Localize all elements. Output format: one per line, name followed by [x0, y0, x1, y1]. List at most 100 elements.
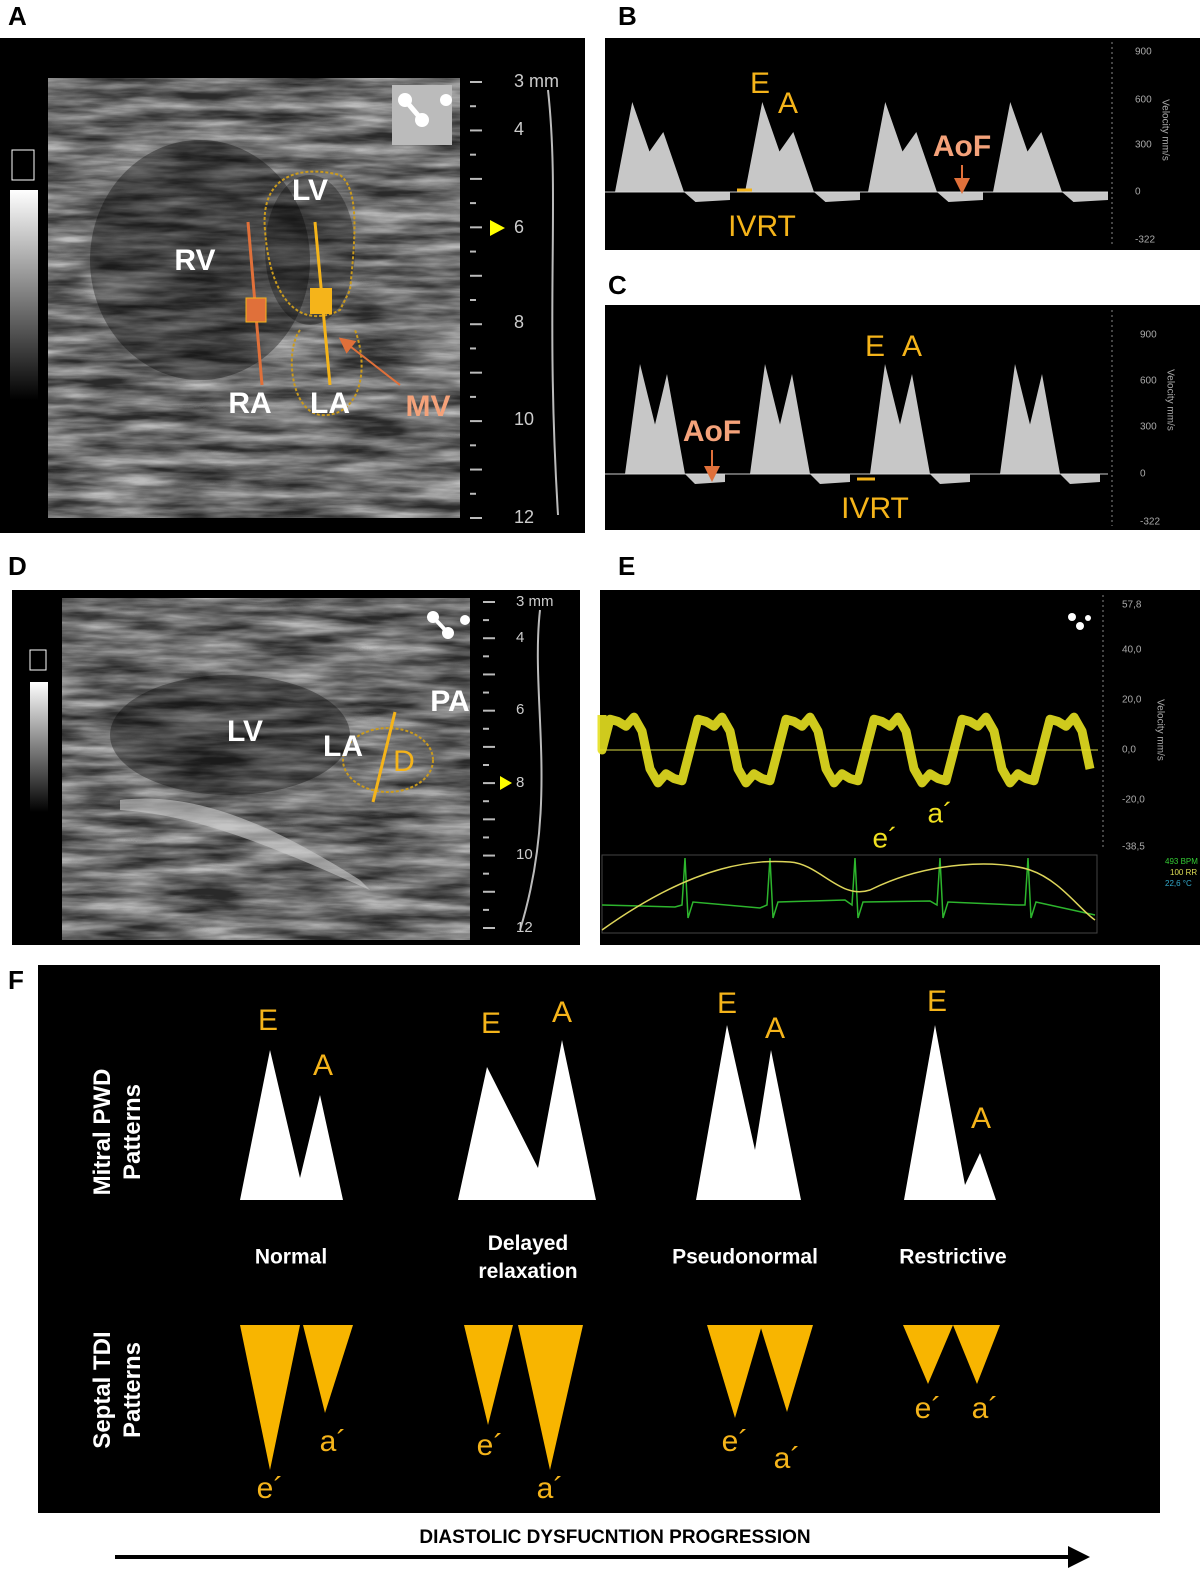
peak-label: E: [927, 985, 947, 1018]
shape: [1076, 622, 1084, 630]
peak-label: a´: [537, 1472, 564, 1505]
septal-patterns: [240, 1325, 1000, 1470]
depth-scale: [483, 601, 495, 929]
label: LA: [310, 387, 350, 420]
axis-tick-label: 20,0: [1122, 695, 1142, 706]
shape: [460, 615, 470, 625]
peak-label: e´: [257, 1472, 284, 1505]
shape: [431, 615, 450, 635]
label: AoF: [933, 130, 991, 163]
label: A: [778, 87, 798, 120]
depth-label: 8: [516, 774, 524, 791]
focus-marker: [500, 776, 512, 790]
shape: [240, 1050, 343, 1200]
wall-echo: [120, 798, 370, 890]
panel-label: E: [618, 551, 635, 581]
shape: [303, 1325, 353, 1413]
sample-gate: [245, 297, 267, 323]
depth-label: 6: [516, 701, 524, 718]
doppler-trace: [615, 102, 1108, 202]
axis-title: Velocity mm/s: [1164, 369, 1175, 431]
probe-icon: [427, 611, 470, 639]
label: D: [393, 745, 415, 778]
label: a´: [928, 797, 953, 828]
depth-label: 10: [514, 409, 534, 429]
shape: [953, 1325, 1000, 1384]
label: e´: [873, 822, 898, 853]
shape: [458, 1040, 596, 1200]
column-label: Restrictive: [899, 1246, 1006, 1269]
shape: [903, 1325, 953, 1384]
shape: [240, 1325, 300, 1470]
peak-label: A: [971, 1102, 991, 1135]
row-label: Septal TDI Patterns: [89, 1331, 146, 1449]
peak-label: a´: [972, 1392, 999, 1425]
tdi-trace: [597, 712, 1095, 788]
shape: [403, 98, 424, 122]
shape: [518, 1325, 583, 1470]
depth-label: 3 mm: [516, 593, 554, 610]
panel-label: A: [8, 1, 27, 31]
probe-icon: [398, 93, 452, 127]
ecg-box: [601, 854, 1098, 934]
depth-label: 4: [514, 119, 524, 139]
axis-tick-label: 300: [1135, 140, 1152, 151]
peak-label: E: [481, 1007, 501, 1040]
shape: [440, 94, 452, 106]
axis-tick-label: 57,8: [1122, 600, 1142, 611]
label: A: [902, 330, 922, 363]
axis-tick-label: 0: [1140, 469, 1146, 480]
axis-tick-label: -38,5: [1122, 842, 1145, 853]
axis-tick-label: 40,0: [1122, 645, 1142, 656]
column-label: Pseudonormal: [672, 1246, 818, 1269]
shape: [1068, 613, 1076, 621]
axis-tick-label: 0: [1135, 187, 1141, 198]
depth-label: 12: [514, 507, 534, 527]
shape: [1085, 615, 1091, 621]
ecg-info: 493 BPM: [1165, 857, 1198, 866]
doppler-trace: [625, 364, 1100, 484]
cavity-shade: [265, 175, 355, 325]
mitral-patterns: [240, 1025, 996, 1200]
label: LA: [323, 730, 363, 763]
peak-label: A: [765, 1012, 785, 1045]
ecg-info: 22,6 °C: [1165, 879, 1192, 888]
shape: [464, 1325, 513, 1425]
ultrasound-texture: [62, 598, 470, 940]
depth-scale: [470, 81, 482, 519]
shape: [707, 1325, 762, 1418]
panel-label: C: [608, 270, 627, 300]
peak-label: E: [717, 987, 737, 1020]
axis-tick-label: 600: [1135, 95, 1152, 106]
label: PA: [430, 685, 469, 718]
resp-trace: [601, 860, 1096, 931]
lv-outline: [263, 170, 356, 317]
row-label: Mitral PWD Patterns: [89, 1068, 146, 1196]
axis-tick-label: -322: [1140, 517, 1160, 528]
label: IVRT: [728, 210, 796, 243]
la-outline: [290, 329, 363, 417]
peak-label: e´: [722, 1425, 749, 1458]
panel-label: D: [8, 551, 27, 581]
tgc-curve: [519, 609, 543, 931]
label: MV: [406, 390, 451, 423]
axis-tick-label: 0,0: [1122, 745, 1136, 756]
peak-label: a´: [320, 1425, 347, 1458]
label: IVRT: [841, 492, 909, 525]
axis-tick-label: 600: [1140, 376, 1157, 387]
axis-tick-label: -322: [1135, 235, 1155, 246]
la-outline: [342, 727, 434, 793]
depth-label: 10: [516, 846, 533, 863]
depth-label: 4: [516, 629, 524, 646]
peak-label: e´: [477, 1429, 504, 1462]
axis-tick-label: 900: [1140, 330, 1157, 341]
peak-label: a´: [774, 1442, 801, 1475]
arrow-head: [1068, 1546, 1090, 1568]
icon: [29, 649, 47, 671]
sample-gate: [310, 288, 332, 314]
icon: [11, 149, 35, 181]
gray-scale-bar: [10, 190, 38, 400]
axis-tick-label: -20,0: [1122, 795, 1145, 806]
